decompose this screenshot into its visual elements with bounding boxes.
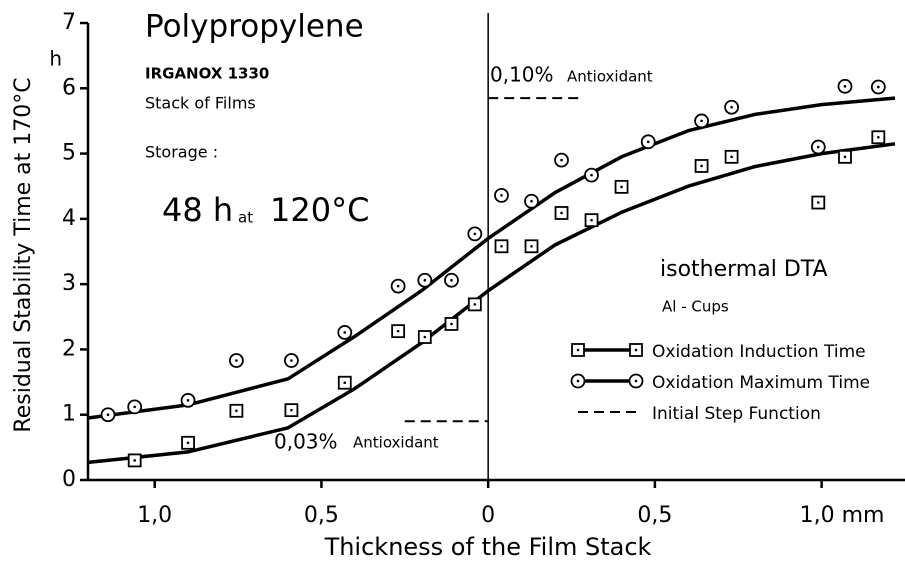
marker-dot <box>590 173 593 177</box>
annotation: 0,03% <box>274 430 338 454</box>
marker-dot <box>106 413 110 417</box>
marker-dot <box>500 244 503 248</box>
x-tick-label: 1,0 mm <box>800 503 885 528</box>
legend-label: Initial Step Function <box>652 404 821 424</box>
marker-dot <box>396 329 400 333</box>
annotation: at <box>238 209 253 227</box>
marker-dot <box>530 244 533 248</box>
marker-dot <box>423 278 427 282</box>
marker-dot <box>843 155 847 159</box>
y-tick-label: 0 <box>62 467 76 492</box>
fit-curve <box>87 142 896 465</box>
annotation: Al - Cups <box>662 298 729 316</box>
y-tick-label: 2 <box>62 336 76 361</box>
marker-dot <box>877 135 880 139</box>
marker-dot <box>343 331 347 334</box>
marker-dot <box>450 278 453 282</box>
marker-dot <box>396 284 400 288</box>
step-line <box>404 97 579 423</box>
x-tick-label: 0,5 <box>304 503 339 528</box>
y-tick-label: 4 <box>62 206 76 231</box>
marker-dot <box>590 218 593 222</box>
marker-dot <box>235 359 238 362</box>
marker-dot <box>186 441 190 445</box>
y-axis-title: Residual Stability Time at 170°C <box>11 77 36 432</box>
y-tick-label: 5 <box>62 141 76 166</box>
x-tick-label: 0 <box>481 503 495 528</box>
fit-curve <box>87 96 896 420</box>
legend-label: Oxidation Induction Time <box>652 342 866 362</box>
marker-dot <box>730 155 733 159</box>
x-tick-label: 1,0 <box>137 503 172 528</box>
annotation: 48 h <box>162 191 233 229</box>
marker-dot <box>560 158 563 162</box>
marker-dot <box>730 105 733 109</box>
marker-dot <box>816 145 820 149</box>
marker-dot <box>473 303 477 306</box>
marker-dot <box>530 199 533 203</box>
marker-dot <box>816 201 820 204</box>
annotation: 120°C <box>270 191 369 229</box>
x-axis-title: Thickness of the Film Stack <box>324 533 652 561</box>
chart-title: Polypropylene <box>145 9 364 45</box>
x-tick-label: 0,5 <box>637 503 672 528</box>
marker-dot <box>646 140 650 144</box>
marker-dot <box>576 348 580 352</box>
marker-dot <box>620 185 623 189</box>
marker-dot <box>634 348 638 352</box>
marker-dot <box>576 379 580 383</box>
marker-dot <box>700 164 703 168</box>
marker-dot <box>700 119 703 123</box>
marker-dot <box>473 232 477 236</box>
marker-dot <box>290 359 293 362</box>
marker-dot <box>235 409 238 413</box>
marker-dot <box>877 85 880 89</box>
marker-dot <box>186 399 190 402</box>
marker-dot <box>450 322 453 326</box>
marker-dot <box>634 379 638 383</box>
marker-dot <box>133 405 136 409</box>
annotation: Storage : <box>145 143 218 162</box>
annotation: Antioxidant <box>567 68 653 86</box>
chart-subtitle: IRGANOX 1330 <box>145 65 269 83</box>
marker-dot <box>423 335 427 339</box>
marker-dot <box>500 194 503 197</box>
marker-dot <box>133 459 136 462</box>
annotation: Stack of Films <box>145 94 256 113</box>
marker-dot <box>560 211 563 215</box>
y-tick-label: 1 <box>62 402 76 427</box>
y-tick-label: 3 <box>62 271 76 296</box>
marker-dot <box>343 381 347 385</box>
y-unit: h <box>49 47 62 71</box>
annotation: 0,10% <box>490 63 554 87</box>
marker-dot <box>843 85 847 88</box>
annotation: isothermal DTA <box>660 257 828 282</box>
legend-label: Oxidation Maximum Time <box>652 373 870 393</box>
y-tick-label: 6 <box>62 75 76 100</box>
annotation: Antioxidant <box>353 434 439 452</box>
y-tick-label: 7 <box>62 10 76 35</box>
marker-dot <box>290 408 293 412</box>
